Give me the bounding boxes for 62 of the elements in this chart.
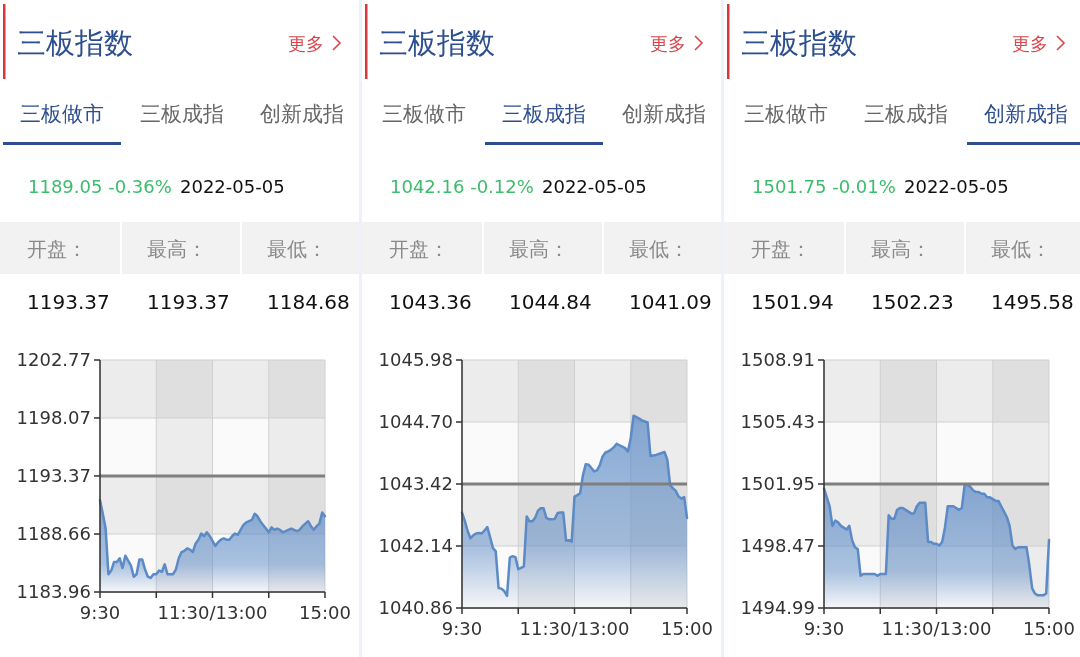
y-tick-label: 1183.96: [16, 581, 91, 603]
y-tick-label: 1198.07: [16, 407, 91, 429]
x-tick-label: 11:30/13:00: [519, 618, 630, 639]
chart-title: 三板指数: [741, 26, 857, 60]
text: 创新成指: [622, 102, 706, 126]
text: 1043.36: [389, 290, 472, 314]
text: 最高：: [509, 237, 569, 261]
chart-title: 三板指数: [17, 26, 133, 60]
x-tick-label: 15:00: [299, 602, 351, 623]
text: 1501.75 -0.01%: [752, 176, 896, 197]
text: 三板做市: [382, 102, 466, 126]
text: 最低：: [629, 237, 689, 261]
y-tick-label: 1040.86: [378, 597, 453, 619]
x-tick-label: 9:30: [441, 618, 483, 639]
text: 三板成指: [864, 102, 948, 126]
text: 1501.94: [751, 290, 834, 314]
text: 2022-05-05: [904, 176, 1009, 197]
text: 2022-05-05: [542, 176, 647, 197]
y-tick-label: 1042.14: [378, 535, 453, 557]
text: 开盘：: [751, 237, 811, 261]
text: 1502.23: [871, 290, 954, 314]
text: 1184.68: [267, 290, 350, 314]
text: 1193.37: [147, 290, 230, 314]
y-tick-label: 1193.37: [16, 465, 91, 487]
y-tick-label: 1043.42: [378, 473, 453, 495]
y-tick-label: 1508.91: [740, 349, 815, 371]
text: 1041.09: [629, 290, 712, 314]
text: 1042.16 -0.12%: [390, 176, 534, 197]
text: 更多: [288, 33, 324, 54]
y-tick-label: 1188.66: [16, 523, 91, 545]
y-tick-label: 1494.99: [740, 597, 815, 619]
text: 创新成指: [984, 102, 1068, 126]
text: 三板做市: [744, 102, 828, 126]
x-tick-label: 9:30: [803, 618, 845, 639]
y-tick-label: 1202.77: [16, 349, 91, 371]
text: 三板成指: [502, 102, 586, 126]
text: 1495.58: [991, 290, 1074, 314]
y-tick-label: 1505.43: [740, 411, 815, 433]
text: 最低：: [991, 237, 1051, 261]
text: 开盘：: [27, 237, 87, 261]
text: 更多: [1012, 33, 1048, 54]
x-tick-label: 15:00: [1023, 618, 1075, 639]
text: 最高：: [147, 237, 207, 261]
text: 更多: [650, 33, 686, 54]
y-tick-label: 1044.70: [378, 411, 453, 433]
chart-title: 三板指数: [379, 26, 495, 60]
text: 1044.84: [509, 290, 592, 314]
x-tick-label: 15:00: [661, 618, 713, 639]
y-tick-label: 1501.95: [740, 473, 815, 495]
x-tick-label: 11:30/13:00: [157, 602, 268, 623]
text: 最高：: [871, 237, 931, 261]
text: 三板成指: [140, 102, 224, 126]
x-tick-label: 11:30/13:00: [881, 618, 992, 639]
y-tick-label: 1045.98: [378, 349, 453, 371]
text: 创新成指: [260, 102, 344, 126]
text: 2022-05-05: [180, 176, 285, 197]
text: 1189.05 -0.36%: [28, 176, 172, 197]
text: 开盘：: [389, 237, 449, 261]
x-tick-label: 9:30: [79, 602, 121, 623]
text: 三板做市: [20, 102, 104, 126]
text: 最低：: [267, 237, 327, 261]
y-tick-label: 1498.47: [740, 535, 815, 557]
